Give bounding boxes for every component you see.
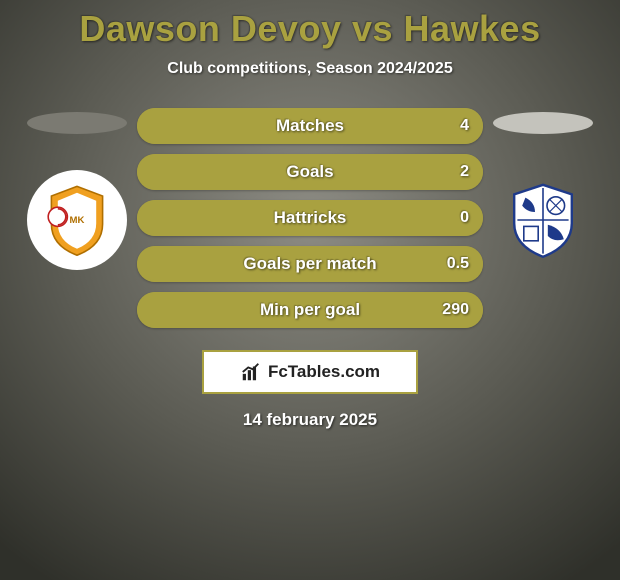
stat-bar-hattricks: Hattricks 0	[137, 200, 483, 236]
stat-label: Hattricks	[274, 208, 347, 228]
stat-value: 0.5	[447, 255, 469, 273]
stat-bar-goals: Goals 2	[137, 154, 483, 190]
stat-bar-goals-per-match: Goals per match 0.5	[137, 246, 483, 282]
stat-value: 290	[442, 301, 469, 319]
mk-dons-logo: MK	[37, 180, 117, 260]
comparison-row: MK Matches 4 Goals 2 Hattricks 0	[0, 108, 620, 328]
chart-icon	[240, 361, 262, 383]
left-player-col: MK	[17, 108, 137, 270]
stat-label: Matches	[276, 116, 344, 136]
stat-value: 2	[460, 163, 469, 181]
page-subtitle: Club competitions, Season 2024/2025	[167, 60, 452, 78]
stat-bar-min-per-goal: Min per goal 290	[137, 292, 483, 328]
left-player-marker	[27, 112, 127, 134]
right-player-col	[483, 108, 603, 270]
tranmere-logo	[503, 180, 583, 260]
page-title: Dawson Devoy vs Hawkes	[79, 8, 540, 50]
brand-text: FcTables.com	[268, 362, 380, 382]
left-club-logo: MK	[27, 170, 127, 270]
stat-value: 4	[460, 117, 469, 135]
stat-value: 0	[460, 209, 469, 227]
right-club-logo	[493, 170, 593, 270]
date-text: 14 february 2025	[243, 410, 377, 430]
svg-text:MK: MK	[70, 215, 85, 226]
stat-bar-matches: Matches 4	[137, 108, 483, 144]
right-player-marker	[493, 112, 593, 134]
stat-label: Goals per match	[243, 254, 376, 274]
stat-bars: Matches 4 Goals 2 Hattricks 0 Goals per …	[137, 108, 483, 328]
stat-label: Goals	[286, 162, 333, 182]
stat-label: Min per goal	[260, 300, 360, 320]
brand-badge: FcTables.com	[202, 350, 418, 394]
